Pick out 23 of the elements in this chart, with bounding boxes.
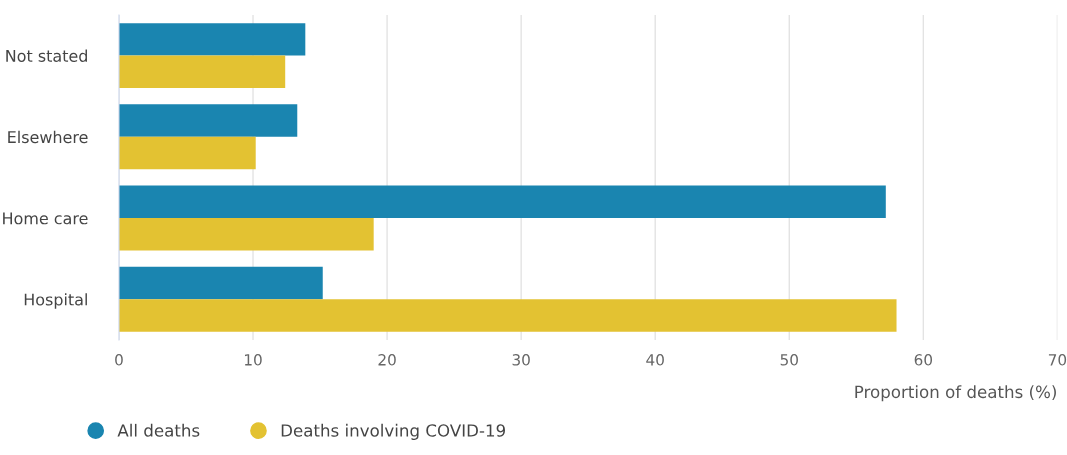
x-axis-title: Proportion of deaths (%) — [855, 385, 1056, 402]
bar — [118, 266, 323, 300]
bar — [118, 55, 286, 89]
x-tick-label: 60 — [914, 354, 933, 366]
x-tick-label: 20 — [378, 354, 396, 366]
bar — [118, 23, 306, 56]
y-tick-label: Not stated — [6, 49, 87, 62]
x-tick-label: 0 — [115, 354, 123, 366]
bar — [118, 185, 886, 219]
legend-label: All deaths — [117, 423, 200, 437]
bar — [118, 218, 374, 251]
x-tick-label: 10 — [244, 354, 262, 366]
bar — [118, 104, 298, 137]
bar — [118, 136, 256, 170]
legend-label: Deaths involving COVID-19 — [281, 423, 505, 440]
x-tick-label: 40 — [646, 354, 664, 366]
y-tick-label: Home care — [3, 212, 88, 225]
x-tick-label: 50 — [780, 354, 798, 366]
bar — [118, 299, 897, 332]
x-tick-label: 30 — [512, 354, 530, 366]
y-tick-label: Elsewhere — [8, 130, 88, 144]
y-tick-label: Hospital — [24, 293, 87, 309]
x-tick-label: 70 — [1048, 354, 1067, 366]
